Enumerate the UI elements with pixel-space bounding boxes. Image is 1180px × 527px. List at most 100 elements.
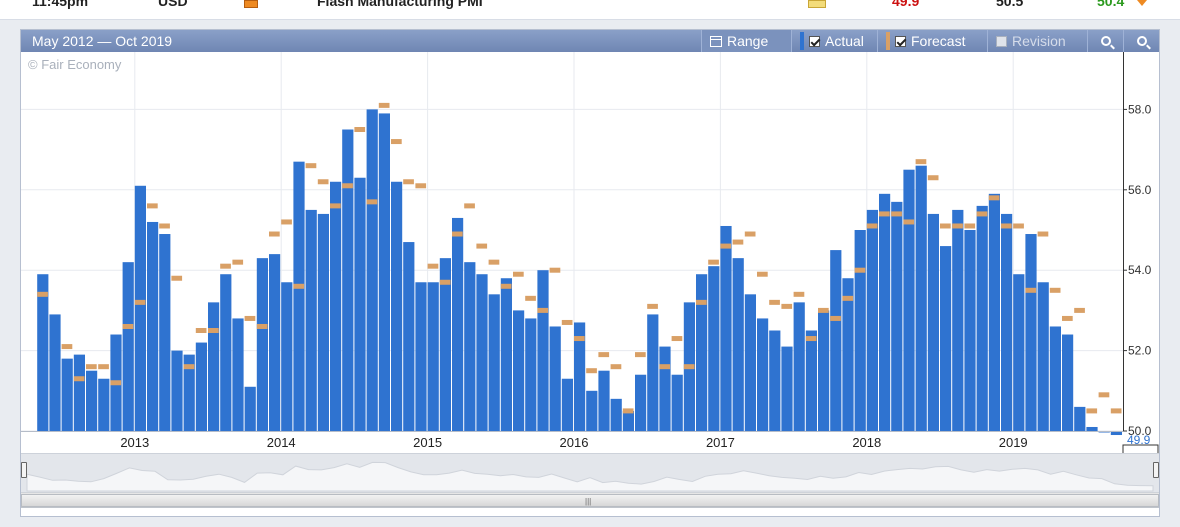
actual-bar [269, 254, 281, 431]
forecast-marker [171, 275, 183, 281]
actual-bar [696, 274, 708, 431]
forecast-marker [476, 243, 488, 249]
forecast-marker [366, 199, 378, 205]
forecast-marker [915, 159, 927, 165]
forecast-marker [757, 271, 768, 277]
zoom-out-button[interactable] [1123, 30, 1159, 52]
folder-icon[interactable] [808, 0, 826, 8]
actual-bar [427, 282, 439, 431]
actual-bar [622, 410, 634, 431]
chart-panel: May 2012 — Oct 2019 Range Actual Forecas… [20, 29, 1160, 517]
forecast-marker [378, 102, 390, 108]
actual-bar [1001, 213, 1013, 431]
forecast-marker [1110, 408, 1122, 414]
actual-bar [830, 250, 842, 431]
forecast-marker [842, 295, 854, 301]
x-tick-label: 2016 [560, 435, 589, 450]
forecast-marker [1013, 223, 1024, 229]
zoom-out-icon [1136, 36, 1147, 46]
forecast-marker [964, 223, 976, 229]
range-navigator[interactable] [21, 453, 1159, 494]
zoom-in-button[interactable] [1087, 30, 1123, 52]
actual-bar [415, 282, 427, 431]
forecast-marker [256, 323, 268, 329]
forecast-marker [854, 267, 866, 273]
range-label: Range [727, 33, 769, 49]
actual-bar [98, 378, 110, 431]
x-tick-label: 2014 [267, 435, 296, 450]
y-tick-label: 50.0 [1128, 424, 1152, 438]
forecast-marker [744, 231, 756, 237]
navigator-left-handle[interactable] [21, 462, 27, 478]
forecast-marker [683, 364, 695, 370]
scrollbar-thumb[interactable]: ||| [21, 494, 1159, 507]
revision-arrow-icon [1137, 0, 1147, 6]
actual-bar [891, 201, 903, 431]
navigator-right-handle[interactable] [1153, 462, 1159, 478]
date-range-text: May 2012 — Oct 2019 [32, 33, 173, 49]
forecast-marker [208, 328, 219, 333]
actual-bar [195, 342, 207, 431]
impact-icon [244, 0, 258, 8]
pmi-bar-chart[interactable]: 50.052.054.056.058.049.92012201320142015… [21, 52, 1159, 453]
actual-bar [1086, 426, 1098, 431]
forecast-marker [464, 203, 475, 209]
actual-bar [61, 358, 73, 431]
forecast-swatch [886, 32, 890, 50]
event-title[interactable]: Flash Manufacturing PMI [317, 0, 483, 9]
actual-checkbox[interactable] [809, 35, 820, 47]
forecast-marker [159, 223, 170, 229]
actual-bar [391, 181, 403, 431]
forecast-marker [513, 271, 524, 277]
actual-bar [635, 374, 647, 431]
forecast-marker [866, 223, 878, 229]
chart-toolbar: May 2012 — Oct 2019 Range Actual Forecas… [21, 30, 1159, 52]
forecast-checkbox[interactable] [895, 35, 906, 47]
actual-bar [537, 270, 549, 431]
actual-bar [708, 266, 720, 431]
actual-bar [183, 354, 195, 431]
forecast-marker [622, 408, 634, 414]
forecast-marker [134, 299, 146, 305]
actual-bar [781, 346, 793, 431]
actual-bar [49, 314, 61, 431]
actual-bar [513, 310, 525, 431]
x-tick-label: 2013 [120, 435, 149, 450]
revision-checkbox[interactable] [996, 35, 1007, 47]
actual-label: Actual [825, 33, 864, 49]
actual-toggle[interactable]: Actual [791, 30, 877, 52]
actual-bar [854, 230, 866, 431]
forecast-marker [549, 267, 561, 273]
revision-toggle[interactable]: Revision [987, 30, 1087, 52]
y-tick-label: 56.0 [1128, 183, 1152, 197]
forecast-marker [574, 336, 585, 342]
navigator-silhouette [26, 461, 1154, 492]
y-tick-label: 54.0 [1128, 263, 1152, 277]
range-button[interactable]: Range [701, 30, 791, 52]
actual-bar [342, 129, 354, 431]
y-axis-box [1122, 444, 1159, 453]
event-time: 11:45pm [32, 0, 89, 9]
forecast-toggle[interactable]: Forecast [877, 30, 987, 52]
actual-bar [842, 278, 854, 431]
actual-bar [671, 374, 683, 431]
forecast-marker [805, 336, 817, 342]
actual-bar [952, 209, 964, 431]
forecast-marker [1098, 392, 1110, 398]
actual-bar [366, 109, 378, 432]
event-currency: USD [158, 0, 188, 9]
forecast-marker [1086, 408, 1098, 414]
forecast-marker [879, 211, 890, 217]
forecast-marker [720, 243, 732, 249]
chart-scrollbar[interactable]: ||| [21, 492, 1159, 508]
forecast-marker [659, 364, 671, 370]
forecast-marker [647, 303, 658, 309]
actual-bar [964, 230, 976, 431]
actual-bar [208, 302, 220, 431]
forecast-marker [403, 179, 414, 185]
forecast-marker [37, 291, 48, 297]
x-tick-label: 2015 [413, 435, 442, 450]
actual-bar [476, 274, 488, 431]
actual-bar [354, 177, 366, 431]
forecast-marker [342, 183, 353, 189]
